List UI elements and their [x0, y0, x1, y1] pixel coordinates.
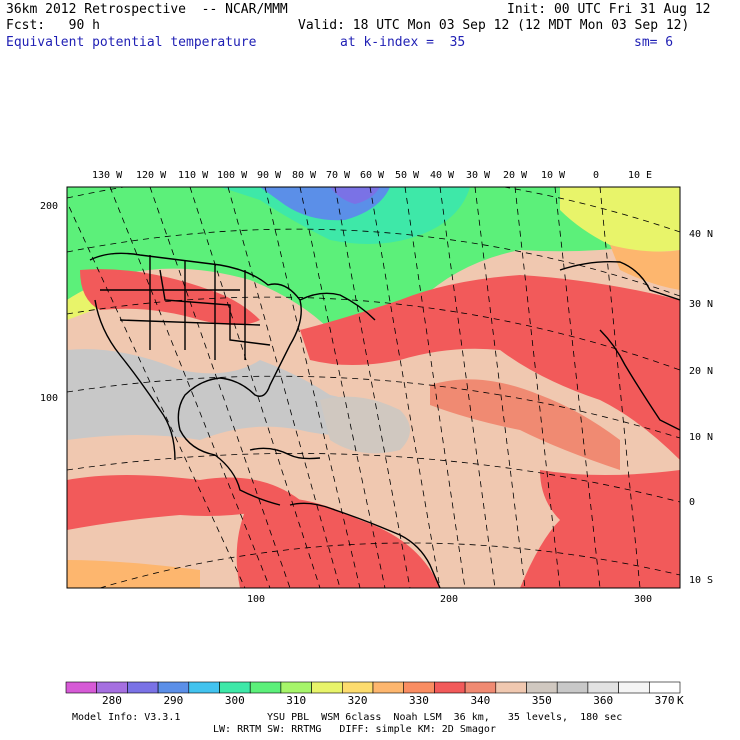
lon-label-10e: 10 E	[628, 170, 653, 181]
lat-label-10n: 10 N	[689, 432, 714, 443]
valid-time: Valid: 18 UTC Mon 03 Sep 12 (12 MDT Mon …	[298, 18, 690, 33]
colorbar-label: 280	[102, 694, 122, 707]
lon-label-40w: 40 W	[430, 170, 455, 181]
lon-label-80w: 80 W	[292, 170, 317, 181]
lon-label-70w: 70 W	[326, 170, 351, 181]
colorbar-label: 370	[654, 694, 675, 707]
colorbar-label: 360	[593, 694, 614, 707]
init-time: Init: 00 UTC Fri 31 Aug 12	[507, 2, 711, 17]
model-info: Model Info: V3.3.1	[72, 712, 181, 723]
lat-label-40n: 40 N	[689, 229, 714, 240]
forecast-hour: Fcst: 90 h	[6, 18, 100, 33]
lon-label-110w: 110 W	[178, 170, 209, 181]
colorbar-label: 330	[409, 694, 429, 707]
lon-label-100w: 100 W	[217, 170, 248, 181]
level-index: at k-index = 35	[340, 35, 466, 50]
coastlines	[89, 252, 680, 588]
radiation-info: LW: RRTM SW: RRTMG DIFF: simple KM: 2D S…	[213, 724, 496, 735]
colorbar-label: 340	[470, 694, 491, 707]
colorbar-label: 310	[286, 694, 307, 707]
theta-e-field	[67, 187, 680, 588]
grid-label-x200: 200	[440, 594, 459, 605]
field-name: Equivalent potential temperature	[6, 35, 257, 50]
lon-label-50w: 50 W	[395, 170, 420, 181]
lat-label-20n: 20 N	[689, 366, 714, 377]
lat-label-30n: 30 N	[689, 299, 714, 310]
lat-label-10s: 10 S	[689, 575, 714, 586]
grid-label-x100: 100	[247, 594, 266, 605]
physics-info: YSU PBL WSM 6class Noah LSM 36 km, 35 le…	[267, 712, 623, 723]
lon-label-130w: 130 W	[92, 170, 123, 181]
model-title: 36km 2012 Retrospective -- NCAR/MMM	[6, 2, 288, 17]
colorbar-unit: K	[677, 694, 684, 707]
smoothing-value: sm= 6	[634, 35, 674, 50]
lon-label-10w: 10 W	[541, 170, 566, 181]
colorbar-label: 350	[531, 694, 552, 707]
lon-label-120w: 120 W	[136, 170, 167, 181]
grid-label-x300: 300	[634, 594, 653, 605]
lon-label-60w: 60 W	[360, 170, 385, 181]
grid-label-y200: 200	[40, 201, 59, 212]
map-frame	[66, 186, 681, 589]
lon-label-30w: 30 W	[466, 170, 491, 181]
grid-label-y100: 100	[40, 393, 59, 404]
lon-label-0: 0	[593, 170, 600, 181]
latlon-grid	[67, 187, 680, 588]
lat-label-0: 0	[689, 497, 696, 508]
lon-label-20w: 20 W	[503, 170, 528, 181]
colorbar-label: 320	[347, 694, 368, 707]
lon-label-90w: 90 W	[257, 170, 282, 181]
colorbar-label: 290	[163, 694, 184, 707]
colorbar-label: 300	[224, 694, 245, 707]
